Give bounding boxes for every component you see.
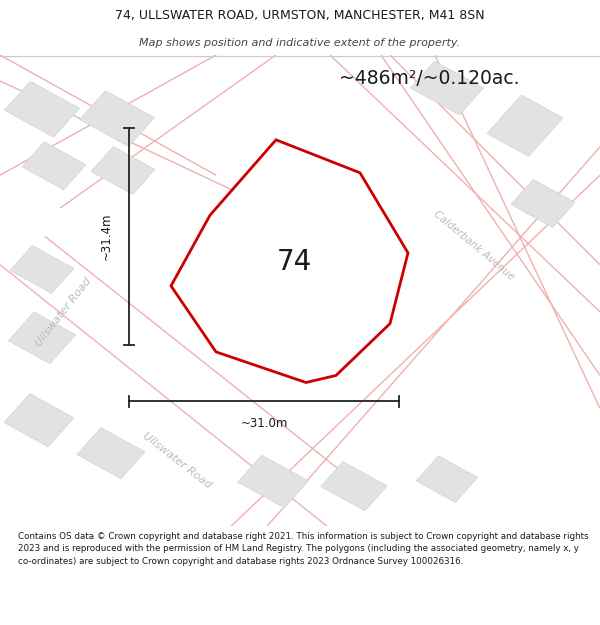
- Polygon shape: [80, 91, 154, 147]
- Text: 74: 74: [277, 248, 311, 276]
- Polygon shape: [91, 146, 155, 194]
- Polygon shape: [320, 461, 388, 511]
- Polygon shape: [410, 61, 484, 115]
- Text: Ullswater Road: Ullswater Road: [33, 276, 93, 348]
- Text: Contains OS data © Crown copyright and database right 2021. This information is : Contains OS data © Crown copyright and d…: [18, 532, 589, 566]
- Polygon shape: [238, 455, 308, 508]
- Polygon shape: [4, 394, 74, 447]
- Polygon shape: [77, 428, 145, 479]
- Polygon shape: [171, 140, 408, 382]
- Polygon shape: [8, 312, 76, 364]
- Text: ~31.0m: ~31.0m: [241, 418, 287, 431]
- Polygon shape: [511, 179, 575, 228]
- Text: Ullswater Road: Ullswater Road: [141, 431, 213, 490]
- Text: Map shows position and indicative extent of the property.: Map shows position and indicative extent…: [139, 38, 461, 48]
- Text: Calderbank Avenue: Calderbank Avenue: [432, 209, 516, 282]
- Polygon shape: [487, 95, 563, 156]
- Polygon shape: [10, 246, 74, 294]
- Text: ~31.4m: ~31.4m: [100, 213, 113, 260]
- Polygon shape: [5, 81, 79, 137]
- Polygon shape: [22, 142, 86, 190]
- Text: ~486m²/~0.120ac.: ~486m²/~0.120ac.: [339, 69, 520, 88]
- Text: 74, ULLSWATER ROAD, URMSTON, MANCHESTER, M41 8SN: 74, ULLSWATER ROAD, URMSTON, MANCHESTER,…: [115, 9, 485, 22]
- Polygon shape: [416, 456, 478, 503]
